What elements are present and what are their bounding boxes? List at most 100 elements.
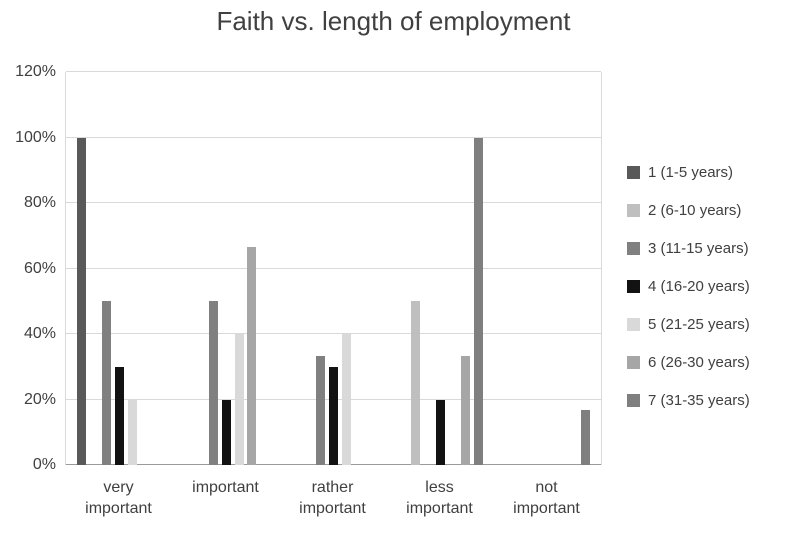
bar-slot bbox=[195, 72, 208, 465]
bar-slot bbox=[151, 72, 164, 465]
bar-slot bbox=[516, 72, 529, 465]
legend-label: 7 (31-35 years) bbox=[648, 391, 750, 409]
bar-slot bbox=[139, 72, 152, 465]
y-tick-label: 40% bbox=[23, 325, 56, 343]
legend-label: 3 (11-15 years) bbox=[648, 239, 749, 257]
bar-slot bbox=[447, 72, 460, 465]
bar-slot bbox=[579, 72, 592, 465]
bar-group bbox=[173, 72, 280, 465]
legend: 1 (1-5 years) 2 (6-10 years) 3 (11-15 year… bbox=[627, 163, 750, 431]
bar-slot bbox=[528, 72, 541, 465]
bar bbox=[209, 301, 219, 465]
bar bbox=[329, 366, 338, 465]
bar-slot bbox=[472, 72, 485, 465]
bar-slot bbox=[220, 72, 233, 465]
legend-swatch bbox=[627, 203, 640, 217]
bar-slot bbox=[340, 72, 353, 465]
legend-item: 1 (1-5 years) bbox=[627, 163, 750, 181]
x-axis-label: important bbox=[192, 479, 259, 496]
bar-slot bbox=[126, 72, 139, 465]
bar-slot bbox=[503, 72, 516, 465]
bar-slot bbox=[246, 72, 259, 465]
bar-slot bbox=[100, 72, 113, 465]
legend-swatch bbox=[627, 241, 640, 255]
bar-slot bbox=[75, 72, 88, 465]
x-axis-label: not important bbox=[513, 479, 580, 517]
bar bbox=[341, 334, 351, 465]
legend-item: 7 (31-35 years) bbox=[627, 391, 750, 409]
gridline bbox=[66, 202, 601, 204]
x-axis-label: very important bbox=[85, 479, 152, 517]
bar-slot bbox=[233, 72, 246, 465]
legend-label: 6 (26-30 years) bbox=[648, 353, 750, 371]
bar bbox=[436, 399, 445, 465]
bar bbox=[115, 366, 124, 465]
bar bbox=[102, 301, 112, 465]
x-axis-label: less important bbox=[406, 479, 473, 517]
bar-slot bbox=[182, 72, 195, 465]
y-axis-tick-labels: 0% 20% 40% 60% 80% 100% 120% bbox=[0, 63, 56, 473]
legend-label: 5 (21-25 years) bbox=[648, 315, 750, 333]
bar bbox=[316, 355, 326, 465]
bar bbox=[234, 334, 244, 465]
legend-item: 5 (21-25 years) bbox=[627, 315, 750, 333]
bar-slot bbox=[396, 72, 409, 465]
y-tick-label: 120% bbox=[15, 63, 56, 80]
bar bbox=[474, 137, 484, 465]
bar-slot bbox=[434, 72, 447, 465]
gridline bbox=[66, 136, 601, 138]
legend-swatch bbox=[627, 355, 640, 369]
y-tick-label: 80% bbox=[23, 194, 56, 212]
bar-group bbox=[280, 72, 387, 465]
bar-slot bbox=[289, 72, 302, 465]
bar bbox=[410, 301, 420, 465]
legend-swatch bbox=[627, 279, 640, 293]
y-tick-label: 20% bbox=[23, 390, 56, 408]
bar-groups bbox=[66, 72, 601, 465]
bar-slot bbox=[554, 72, 567, 465]
legend-swatch bbox=[627, 165, 640, 179]
bar-slot bbox=[302, 72, 315, 465]
bar-group bbox=[66, 72, 173, 465]
gridline bbox=[66, 71, 601, 72]
gridline bbox=[66, 267, 601, 269]
chart-title: Faith vs. length of employment bbox=[216, 6, 571, 36]
bar-slot bbox=[113, 72, 126, 465]
y-tick-label: 100% bbox=[15, 128, 56, 146]
bar bbox=[127, 399, 137, 465]
bar-slot bbox=[88, 72, 101, 465]
bar-slot bbox=[541, 72, 554, 465]
legend-item: 2 (6-10 years) bbox=[627, 201, 750, 219]
legend-swatch bbox=[627, 317, 640, 331]
x-axis-label: rather important bbox=[299, 479, 366, 517]
bar-slot bbox=[314, 72, 327, 465]
bar-group bbox=[387, 72, 494, 465]
gridline bbox=[66, 333, 601, 335]
y-tick-label: 0% bbox=[32, 456, 56, 473]
bar bbox=[247, 246, 257, 465]
legend-label: 2 (6-10 years) bbox=[648, 201, 742, 219]
bar-slot bbox=[327, 72, 340, 465]
bar-slot bbox=[567, 72, 580, 465]
legend-item: 3 (11-15 years) bbox=[627, 239, 750, 257]
bar-slot bbox=[421, 72, 434, 465]
bar bbox=[461, 355, 471, 465]
legend-item: 4 (16-20 years) bbox=[627, 277, 750, 295]
legend-swatch bbox=[627, 393, 640, 407]
legend-label: 4 (16-20 years) bbox=[648, 277, 750, 295]
bar bbox=[581, 410, 591, 465]
bar-slot bbox=[365, 72, 378, 465]
plot-area bbox=[65, 71, 602, 465]
bar-slot bbox=[460, 72, 473, 465]
bar-group bbox=[494, 72, 601, 465]
legend-label: 1 (1-5 years) bbox=[648, 163, 734, 181]
bar bbox=[76, 137, 86, 465]
bar-slot bbox=[258, 72, 271, 465]
bar bbox=[222, 399, 231, 465]
y-tick-label: 60% bbox=[23, 259, 56, 277]
legend-item: 6 (26-30 years) bbox=[627, 353, 750, 371]
bar-slot bbox=[207, 72, 220, 465]
x-axis-labels: very important important rather important l… bbox=[65, 477, 600, 519]
bar-slot bbox=[409, 72, 422, 465]
bar-slot bbox=[353, 72, 366, 465]
